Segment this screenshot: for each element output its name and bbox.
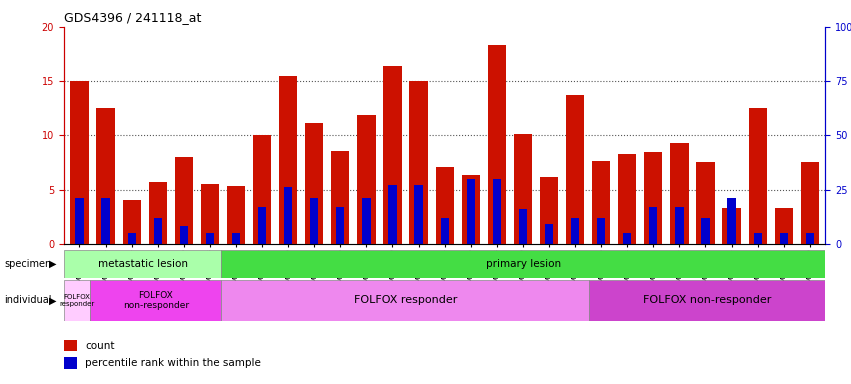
Bar [363,198,370,244]
Bar [493,179,501,244]
Bar [466,179,475,244]
Bar [571,218,580,244]
Bar [174,157,193,244]
Bar [284,187,292,244]
Bar [671,143,688,244]
Bar [644,152,662,244]
Bar [96,108,115,244]
Bar [64,357,77,369]
Bar [801,162,819,244]
Bar [618,154,637,244]
Text: metastatic lesion: metastatic lesion [98,259,187,269]
Bar [728,198,735,244]
Bar [279,76,297,244]
Bar [90,280,221,321]
Text: FOLFOX
responder: FOLFOX responder [60,294,94,307]
Bar [649,207,658,244]
Bar [514,134,532,244]
Bar [221,280,589,321]
Bar [383,66,402,244]
Bar [461,175,480,244]
Bar [306,123,323,244]
Bar [589,280,825,321]
Bar [409,81,428,244]
Bar [201,184,219,244]
Bar [566,95,584,244]
Bar [488,45,506,244]
Bar [101,198,110,244]
Bar [806,233,814,244]
Text: FOLFOX responder: FOLFOX responder [353,295,457,306]
Bar [597,218,605,244]
Text: ▶: ▶ [49,295,57,306]
Text: individual: individual [4,295,52,306]
Bar [357,115,375,244]
Bar [696,162,715,244]
Bar [206,233,214,244]
Text: FOLFOX
non-responder: FOLFOX non-responder [123,291,189,310]
Bar [64,280,90,321]
Bar [258,207,266,244]
Bar [227,186,245,244]
Bar [123,200,140,244]
Bar [128,233,136,244]
Bar [64,340,77,351]
Bar [388,185,397,244]
Bar [545,224,553,244]
Text: FOLFOX non-responder: FOLFOX non-responder [643,295,772,306]
Bar [436,167,454,244]
Bar [592,161,610,244]
Bar [540,177,558,244]
Text: primary lesion: primary lesion [486,259,561,269]
Bar [154,218,162,244]
Bar [441,218,448,244]
Bar [774,208,793,244]
Bar [221,250,825,278]
Bar [71,81,89,244]
Bar [414,185,423,244]
Text: specimen: specimen [4,259,52,269]
Bar [64,250,221,278]
Text: percentile rank within the sample: percentile rank within the sample [85,358,261,368]
Bar [310,198,318,244]
Bar [180,227,188,244]
Bar [623,233,631,244]
Bar [519,209,527,244]
Bar [149,182,167,244]
Bar [722,208,740,244]
Bar [701,218,710,244]
Bar [231,233,240,244]
Text: count: count [85,341,115,351]
Bar [253,136,271,244]
Bar [749,108,767,244]
Bar [76,198,83,244]
Bar [780,233,788,244]
Bar [753,233,762,244]
Bar [331,151,350,244]
Text: ▶: ▶ [49,259,57,269]
Bar [676,207,683,244]
Bar [336,207,345,244]
Text: GDS4396 / 241118_at: GDS4396 / 241118_at [64,12,201,25]
